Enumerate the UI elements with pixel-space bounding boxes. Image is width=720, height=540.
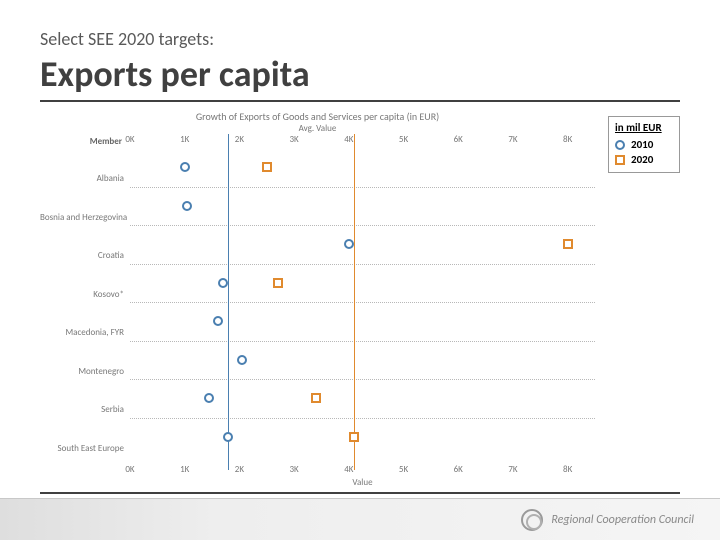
y-axis-labels: Albania Bosnia and Herzegovina Croatia Koso…	[40, 146, 128, 462]
marker-circle	[223, 432, 233, 442]
footer: Regional Cooperation Council	[0, 498, 720, 540]
x-axis-bottom: 0K1K2K3K4K5K6K7K8K	[130, 464, 595, 476]
row-separator	[130, 341, 595, 342]
category-label: South East Europe	[58, 444, 124, 454]
category-label: Montenegro	[78, 367, 124, 377]
marker-square	[273, 278, 283, 288]
marker-circle	[213, 316, 223, 326]
category-label: Croatia	[98, 251, 124, 261]
marker-square	[311, 393, 321, 403]
marker-square	[262, 162, 272, 172]
legend-item: 2010	[615, 138, 673, 151]
chart-box: Growth of Exports of Goods and Services …	[40, 108, 595, 488]
chart-title: Growth of Exports of Goods and Services …	[40, 108, 595, 123]
category-label: Albania	[97, 174, 124, 184]
row-separator	[130, 418, 595, 419]
marker-circle	[237, 355, 247, 365]
category-label: Serbia	[101, 405, 124, 415]
marker-circle	[344, 239, 354, 249]
x-tick: 5K	[399, 464, 408, 475]
footer-org: Regional Cooperation Council	[551, 513, 694, 527]
row-separator	[130, 187, 595, 188]
legend-square-icon	[615, 155, 625, 165]
marker-square	[563, 239, 573, 249]
slide-header: Select SEE 2020 targets: Exports per cap…	[0, 0, 720, 102]
legend: in mil EUR 2010 2020	[608, 116, 680, 173]
x-tick: 2K	[235, 464, 244, 475]
x-tick: 3K	[289, 464, 298, 475]
legend-title: in mil EUR	[615, 121, 673, 134]
reference-line	[354, 134, 355, 470]
marker-circle	[182, 201, 192, 211]
legend-circle-icon	[615, 140, 625, 150]
chart-subtitle: Avg. Value	[40, 123, 595, 134]
bottom-rule	[40, 492, 680, 494]
row-separator	[130, 302, 595, 303]
x-tick: 6K	[454, 464, 463, 475]
x-tick: 1K	[180, 464, 189, 475]
marker-circle	[204, 393, 214, 403]
marker-circle	[218, 278, 228, 288]
main-title: Exports per capita	[40, 52, 680, 102]
x-tick: 0K	[125, 464, 134, 475]
row-separator	[130, 379, 595, 380]
marker-square	[349, 432, 359, 442]
row-separator	[130, 264, 595, 265]
legend-label: 2010	[631, 138, 653, 151]
category-label: Bosnia and Herzegovina	[40, 213, 124, 223]
legend-label: 2020	[631, 153, 653, 166]
pre-title: Select SEE 2020 targets:	[40, 28, 680, 50]
x-axis-label: Value	[130, 477, 595, 488]
row-separator	[130, 225, 595, 226]
category-label: Kosovo*	[93, 290, 124, 300]
legend-item: 2020	[615, 153, 673, 166]
rcc-logo-icon	[521, 509, 543, 531]
x-tick: 8K	[563, 464, 572, 475]
x-tick: 4K	[344, 464, 353, 475]
plot-area	[130, 134, 595, 470]
chart-area: Growth of Exports of Goods and Services …	[40, 108, 680, 490]
x-tick: 7K	[508, 464, 517, 475]
category-label: Macedonia, FYR	[65, 328, 124, 338]
reference-line	[228, 134, 229, 470]
marker-circle	[180, 162, 190, 172]
